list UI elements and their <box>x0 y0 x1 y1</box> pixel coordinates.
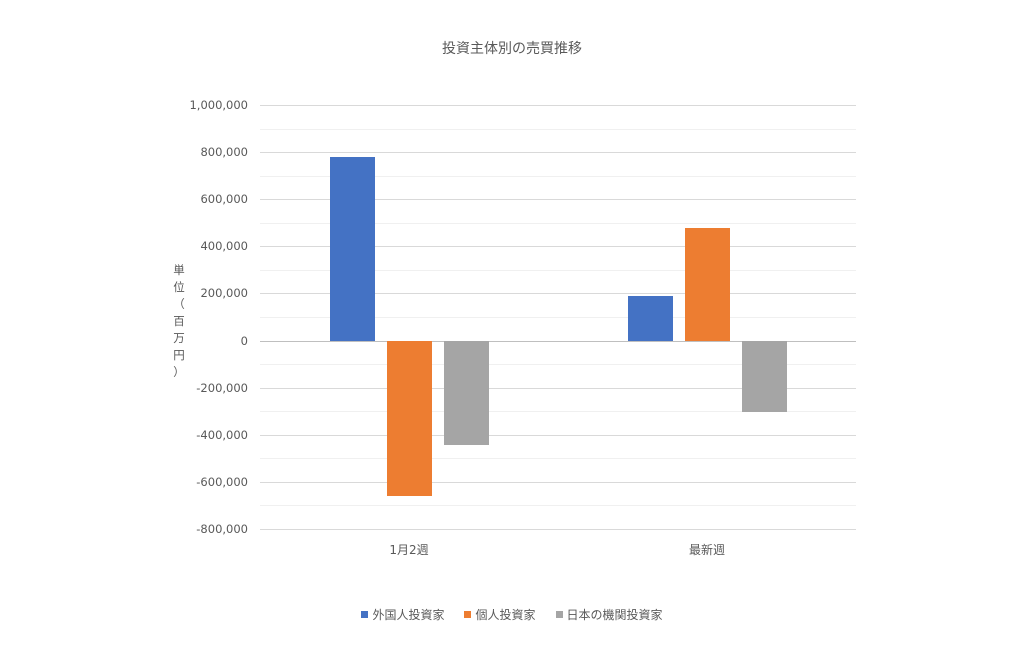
y-tick-label: -600,000 <box>196 474 248 489</box>
minor-gridline <box>260 317 856 318</box>
major-gridline <box>260 434 856 436</box>
minor-gridline <box>260 222 856 224</box>
legend-label: 個人投資家 <box>475 608 536 622</box>
legend-label: 日本の機関投資家 <box>566 608 663 622</box>
major-gridline <box>260 152 856 154</box>
y-tick-label: -200,000 <box>196 380 248 395</box>
legend-label: 外国人投資家 <box>372 608 445 622</box>
x-tick-label: 最新週 <box>688 543 726 557</box>
legend-swatch-icon <box>464 611 472 618</box>
y-label-char: 万 <box>173 331 185 345</box>
zero-axis-line <box>260 340 856 342</box>
y-label-char: 百 <box>173 314 185 328</box>
y-label-char: ） <box>173 365 185 379</box>
major-gridline <box>260 199 856 201</box>
legend-item: 外国人投資家 <box>361 606 444 623</box>
minor-gridline <box>260 411 856 413</box>
major-gridline <box>260 529 856 530</box>
minor-gridline <box>260 505 856 507</box>
minor-gridline <box>260 175 856 177</box>
y-tick-label: 400,000 <box>200 239 248 254</box>
bar-2-1 <box>386 340 432 496</box>
y-tick-label: 600,000 <box>200 192 248 207</box>
y-label-char: 単 <box>173 263 185 277</box>
legend-item: 個人投資家 <box>464 606 536 623</box>
minor-gridline <box>260 269 856 271</box>
y-tick-label: -800,000 <box>196 522 248 536</box>
major-gridline <box>260 105 856 106</box>
major-gridline <box>260 293 856 295</box>
chart-title: 投資主体別の売買推移 <box>442 41 582 57</box>
minor-gridline <box>260 128 856 130</box>
bar-3-2 <box>741 340 787 413</box>
bar-1-1 <box>329 157 375 341</box>
x-tick-label: 1月2週 <box>389 543 429 557</box>
y-axis-label: 単位 （ 百万円 ） <box>172 262 186 381</box>
legend: 外国人投資家 個人投資家 日本の機関投資家 <box>0 606 1024 623</box>
major-gridline <box>260 246 856 248</box>
legend-swatch-icon <box>555 611 563 618</box>
legend-item: 日本の機関投資家 <box>555 606 663 623</box>
legend-swatch-icon <box>361 611 369 618</box>
y-tick-label: 1,000,000 <box>189 98 248 112</box>
y-tick-label: 200,000 <box>200 286 248 301</box>
minor-gridline <box>260 458 856 460</box>
plot-area <box>260 105 856 530</box>
bar-2-2 <box>684 228 730 341</box>
major-gridline <box>260 481 856 483</box>
y-tick-label: -400,000 <box>196 427 248 442</box>
y-label-char: （ <box>173 297 185 311</box>
y-tick-label: 800,000 <box>200 145 248 160</box>
y-tick-label: 0 <box>240 333 248 348</box>
y-label-char: 円 <box>173 348 185 362</box>
major-gridline <box>260 387 856 389</box>
minor-gridline <box>260 364 856 366</box>
bar-3-1 <box>443 340 489 446</box>
bar-1-2 <box>627 295 673 341</box>
y-label-char: 位 <box>173 280 185 294</box>
